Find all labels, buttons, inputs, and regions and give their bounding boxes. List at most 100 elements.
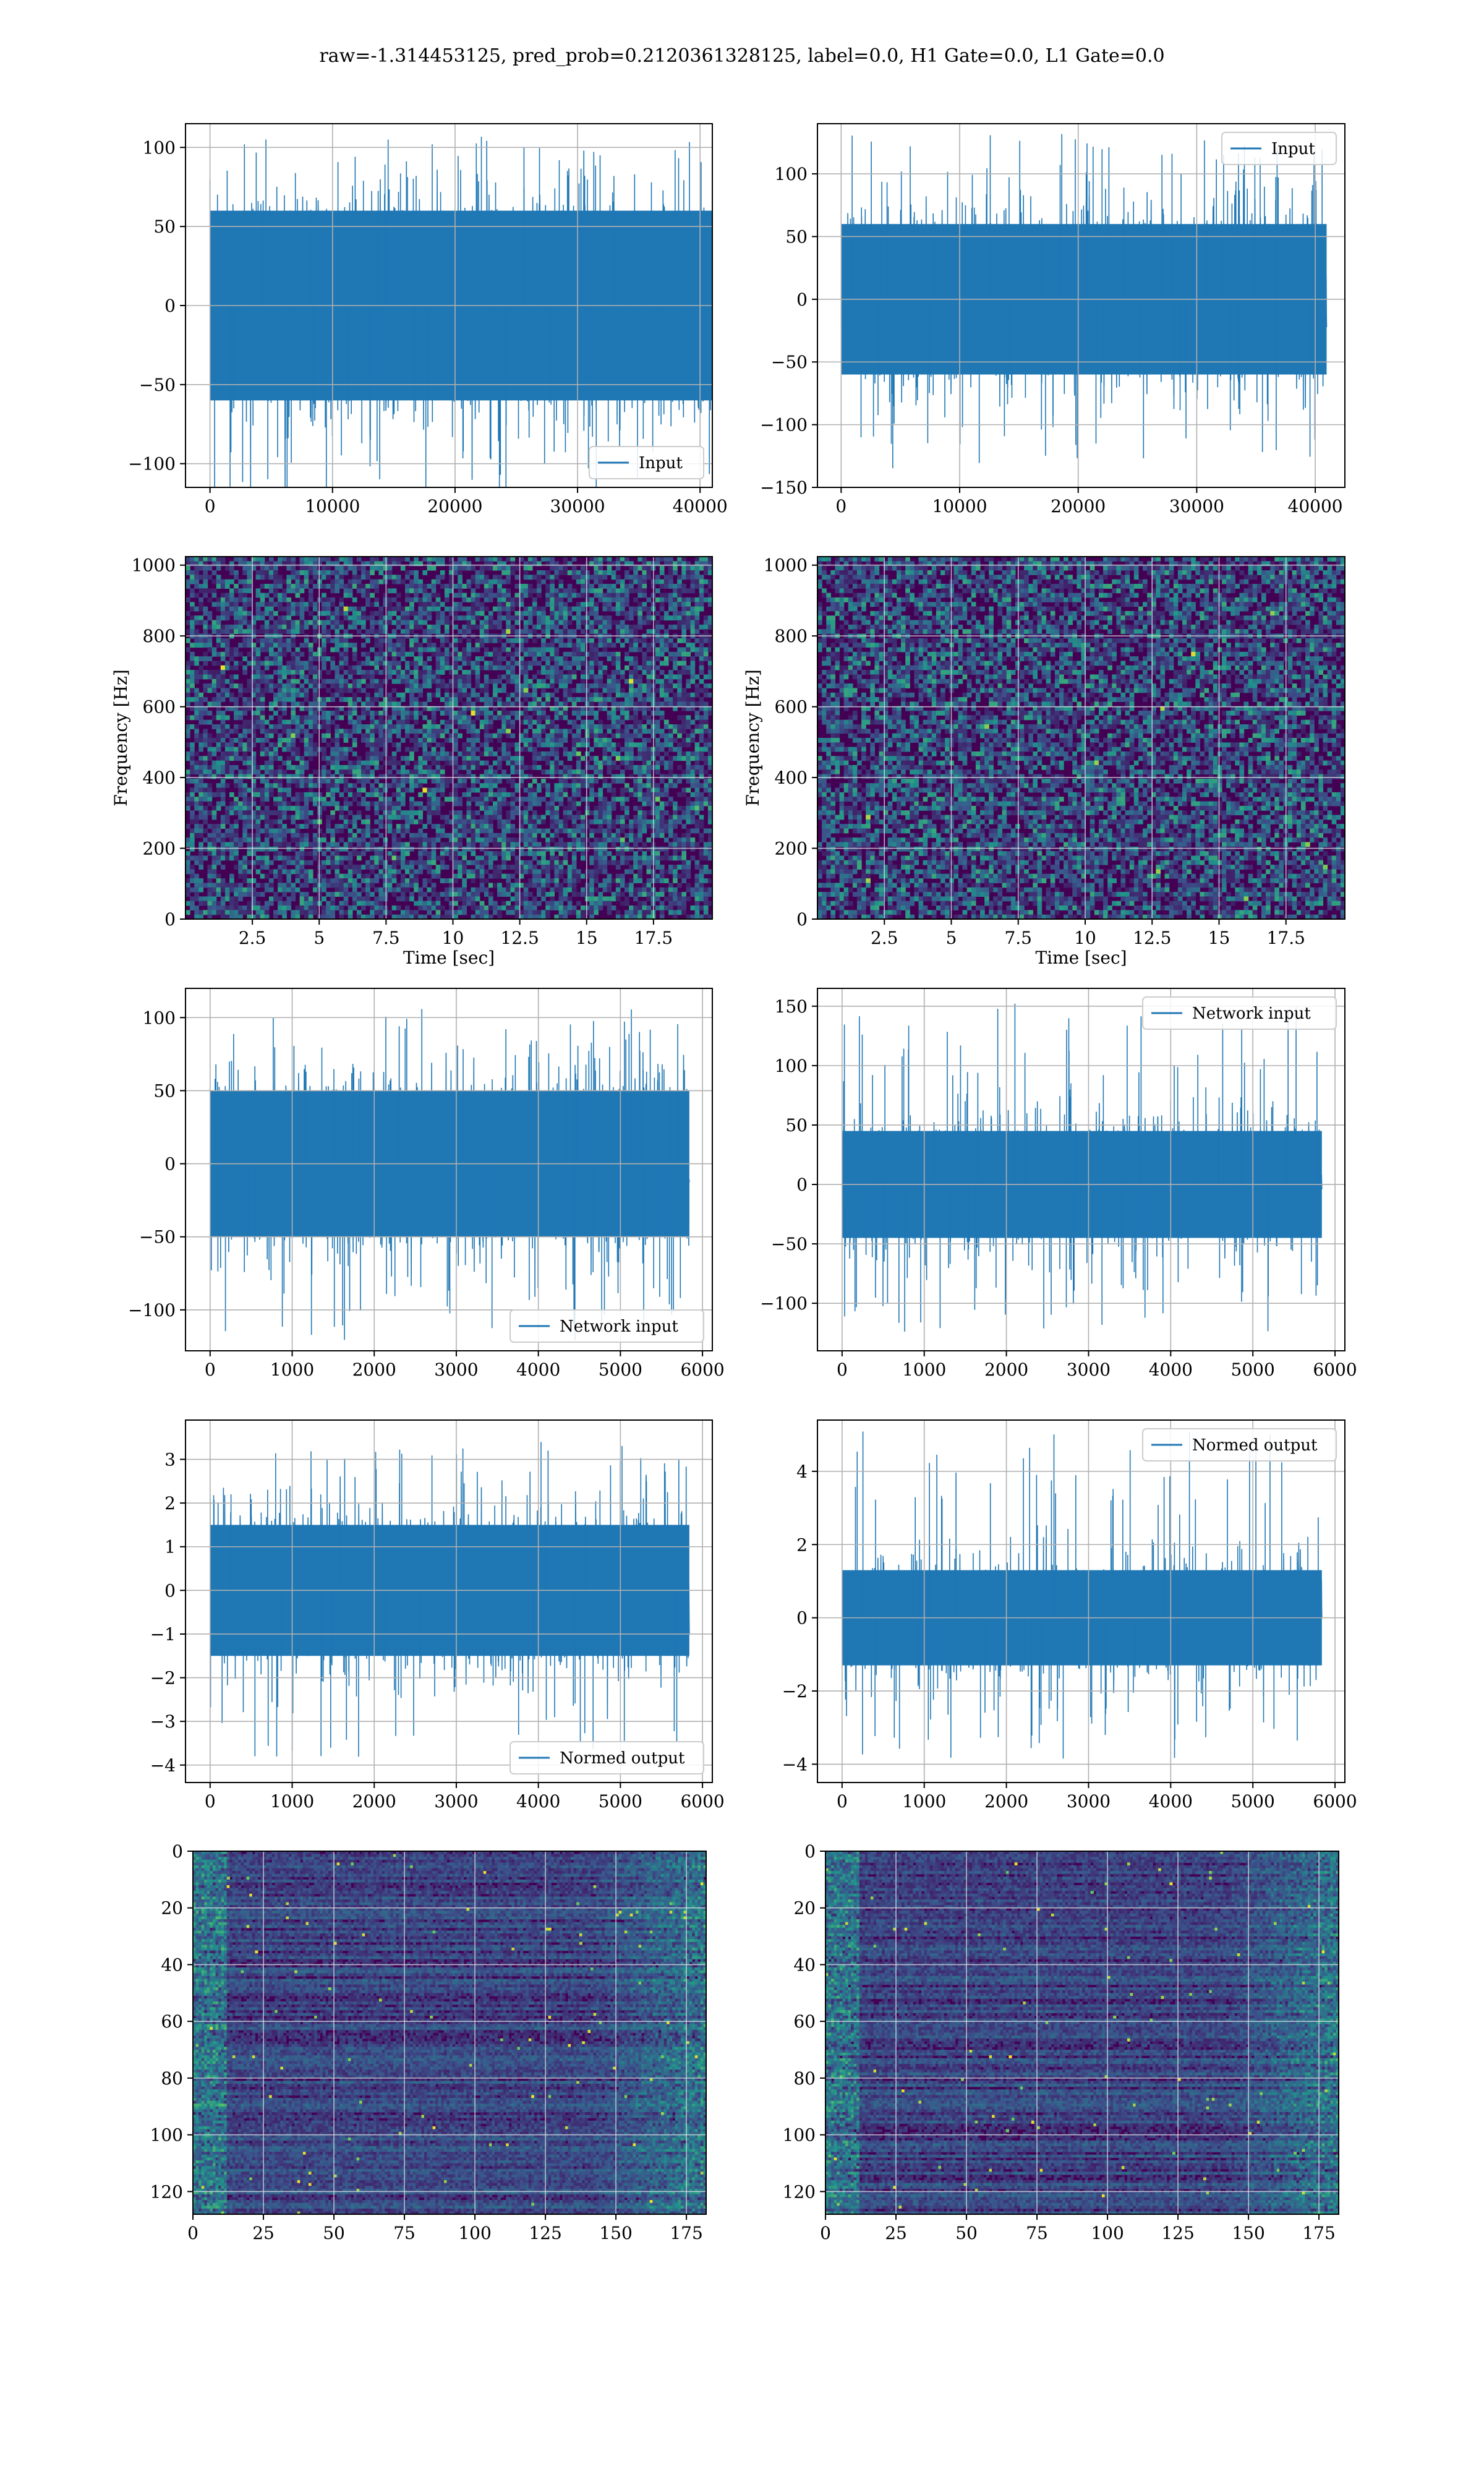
- y-tick-label: 0: [804, 1841, 816, 1862]
- x-tick-label: 5000: [1231, 1359, 1275, 1380]
- x-tick-label: 15: [576, 928, 598, 948]
- figure-title: raw=-1.314453125, pred_prob=0.2120361328…: [319, 45, 1164, 67]
- y-tick-label: −2: [150, 1668, 176, 1689]
- x-tick-label: 0: [205, 1791, 216, 1812]
- legend-box: [510, 1309, 704, 1343]
- y-tick-label: 80: [793, 2068, 816, 2089]
- y-tick-label: 1000: [764, 555, 808, 576]
- x-tick-label: 3000: [1067, 1791, 1111, 1812]
- axes-frame: [817, 123, 1345, 488]
- y-tick-label: 100: [775, 164, 808, 184]
- x-tick-label: 4000: [516, 1791, 560, 1812]
- y-tick-label: 2: [796, 1534, 808, 1555]
- y-tick-label: 100: [783, 2125, 816, 2146]
- legend-box: [1142, 1428, 1337, 1462]
- x-tick-label: 10000: [932, 496, 987, 516]
- y-tick-label: −1: [150, 1624, 176, 1645]
- y-tick-label: 0: [164, 1154, 176, 1175]
- y-tick-label: 100: [775, 1056, 808, 1076]
- y-tick-label: −50: [771, 352, 808, 372]
- axes-frame: [825, 1851, 1339, 2215]
- y-tick-label: 1000: [132, 555, 176, 576]
- x-tick-label: 1000: [270, 1791, 314, 1812]
- x-axis-label: Time [sec]: [1035, 948, 1127, 968]
- y-axis-label: Frequency [Hz]: [111, 669, 131, 806]
- chart-input-h1: 0 10000 20000 30000 40000 −100 −50 0 50 100 Input: [128, 123, 728, 516]
- x-tick-label: 6000: [1313, 1359, 1357, 1380]
- x-tick-label: 30000: [550, 496, 605, 516]
- legend-box: [1142, 996, 1337, 1030]
- x-tick-label: 3000: [434, 1791, 478, 1812]
- y-tick-label: 0: [164, 1580, 176, 1601]
- x-tick-label: 17.5: [634, 928, 673, 948]
- x-tick-label: 2.5: [239, 928, 267, 948]
- y-tick-label: 200: [143, 839, 176, 859]
- chart-feat-h1: 0 25 50 75 100 125 150 175 0 20 40 60 80 100 120: [150, 1841, 707, 2243]
- y-tick-label: −4: [782, 1754, 808, 1774]
- y-tick-label: 800: [775, 626, 808, 646]
- legend-label: Network input: [560, 1317, 678, 1336]
- y-axis-label: Frequency [Hz]: [743, 669, 763, 806]
- axes-frame: [185, 556, 713, 920]
- y-tick-label: 2: [164, 1493, 176, 1513]
- x-tick-label: 150: [599, 2223, 632, 2243]
- y-tick-label: −4: [150, 1755, 176, 1776]
- axes-frame: [817, 1419, 1345, 1783]
- y-tick-label: 800: [143, 626, 176, 646]
- y-tick-label: 60: [161, 2011, 183, 2032]
- x-tick-label: 10000: [305, 496, 360, 516]
- x-tick-label: 175: [1302, 2223, 1335, 2243]
- x-tick-label: 5: [946, 928, 957, 948]
- x-tick-label: 25: [252, 2223, 275, 2243]
- y-tick-label: 50: [785, 1115, 808, 1136]
- legend: Input: [1221, 132, 1337, 165]
- legend-box: [1221, 132, 1337, 165]
- x-tick-label: 2000: [352, 1359, 396, 1380]
- x-tick-label: 4000: [516, 1359, 560, 1380]
- legend: Input: [589, 446, 704, 479]
- y-tick-label: 50: [785, 226, 808, 247]
- x-tick-label: 2000: [352, 1791, 396, 1812]
- x-tick-label: 125: [1161, 2223, 1194, 2243]
- y-tick-label: 0: [796, 1175, 808, 1195]
- legend-label: Normed output: [1192, 1436, 1318, 1455]
- x-tick-label: 6000: [1313, 1791, 1357, 1812]
- x-tick-label: 30000: [1169, 496, 1224, 516]
- y-tick-label: 60: [793, 2011, 816, 2032]
- x-tick-label: 10: [1074, 928, 1096, 948]
- y-tick-label: 40: [793, 1954, 816, 1975]
- x-tick-label: 40000: [673, 496, 728, 516]
- x-tick-label: 100: [458, 2223, 491, 2243]
- axes-frame: [185, 988, 713, 1351]
- x-tick-label: 1000: [902, 1791, 946, 1812]
- x-tick-label: 50: [955, 2223, 978, 2243]
- x-tick-label: 20000: [427, 496, 482, 516]
- chart-spec-l1: 2.5 5 7.5 10 12.5 15 17.5 0 200 400 600 800 1000 Time…: [743, 555, 1345, 968]
- legend-label: Network input: [1192, 1004, 1311, 1023]
- x-tick-label: 7.5: [372, 928, 400, 948]
- y-tick-label: 40: [161, 1954, 183, 1975]
- y-tick-label: −100: [760, 1293, 808, 1314]
- heatmap-spec-h1: [186, 557, 712, 919]
- x-tick-label: 6000: [680, 1359, 724, 1380]
- x-tick-label: 5: [313, 928, 325, 948]
- x-tick-label: 5000: [1231, 1791, 1275, 1812]
- y-tick-label: 0: [796, 909, 808, 930]
- y-tick-label: 0: [796, 289, 808, 310]
- x-tick-label: 6000: [680, 1791, 724, 1812]
- x-tick-label: 150: [1232, 2223, 1264, 2243]
- y-tick-label: −100: [760, 415, 808, 435]
- y-tick-label: 150: [775, 996, 808, 1017]
- y-tick-label: 80: [161, 2068, 183, 2089]
- y-tick-label: 1: [164, 1537, 176, 1557]
- x-tick-label: 25: [885, 2223, 907, 2243]
- x-tick-label: 0: [837, 1359, 848, 1380]
- heatmap-feat-h1: [193, 1851, 706, 2214]
- legend-label: Input: [639, 454, 683, 473]
- y-tick-label: 100: [143, 1008, 176, 1028]
- y-tick-label: 0: [164, 296, 176, 316]
- legend: Normed output: [1142, 1428, 1337, 1462]
- x-tick-label: 175: [670, 2223, 702, 2243]
- x-tick-label: 3000: [1067, 1359, 1111, 1380]
- x-tick-label: 2.5: [871, 928, 898, 948]
